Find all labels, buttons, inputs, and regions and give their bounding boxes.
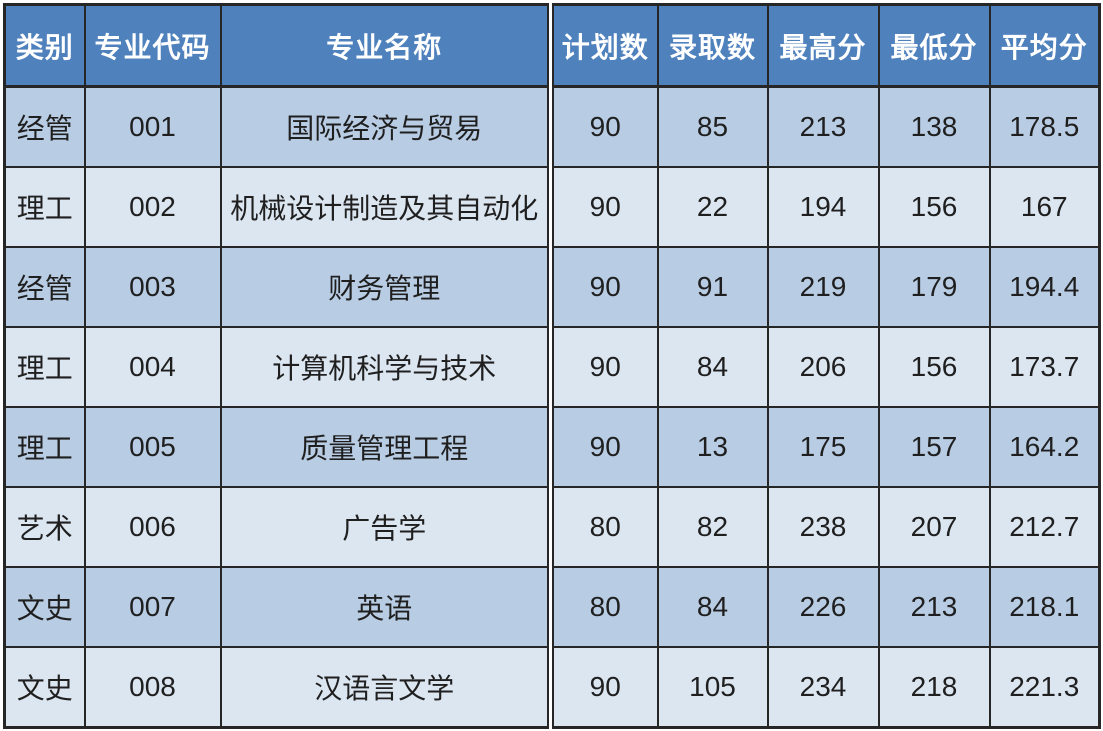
admission-score-table: 类别 专业代码 专业名称 计划数 录取数 最高分 最低分 平均分 经管 001 国际经济与贸易 90… — [3, 3, 1101, 729]
cell-major-code: 004 — [83, 326, 222, 408]
column-header-admitted-count: 录取数 — [656, 3, 769, 88]
cell-category: 理工 — [3, 326, 86, 408]
cell-admitted-count: 22 — [656, 166, 769, 248]
cell-planned-count: 90 — [549, 166, 659, 248]
cell-category: 文史 — [3, 566, 86, 648]
cell-min-score: 156 — [877, 326, 991, 408]
cell-admitted-count: 105 — [656, 646, 769, 729]
cell-max-score: 219 — [766, 246, 880, 328]
table-row-0: 经管 001 国际经济与贸易 90 85 213 138 178.5 — [3, 85, 1101, 168]
cell-planned-count: 90 — [549, 406, 659, 488]
table-row-2: 经管 003 财务管理 90 91 219 179 194.4 — [3, 246, 1101, 328]
cell-avg-score: 212.7 — [988, 486, 1101, 568]
table-row-4: 理工 005 质量管理工程 90 13 175 157 164.2 — [3, 406, 1101, 488]
table-row-1: 理工 002 机械设计制造及其自动化 90 22 194 156 167 — [3, 166, 1101, 248]
cell-max-score: 213 — [766, 85, 880, 168]
cell-max-score: 175 — [766, 406, 880, 488]
column-header-planned-count: 计划数 — [549, 3, 659, 88]
column-header-major-code: 专业代码 — [83, 3, 222, 88]
cell-min-score: 207 — [877, 486, 991, 568]
cell-category: 理工 — [3, 406, 86, 488]
cell-avg-score: 173.7 — [988, 326, 1101, 408]
column-header-category: 类别 — [3, 3, 86, 88]
cell-planned-count: 80 — [549, 566, 659, 648]
cell-avg-score: 194.4 — [988, 246, 1101, 328]
cell-max-score: 194 — [766, 166, 880, 248]
cell-avg-score: 167 — [988, 166, 1101, 248]
cell-admitted-count: 82 — [656, 486, 769, 568]
cell-min-score: 156 — [877, 166, 991, 248]
table-header-row: 类别 专业代码 专业名称 计划数 录取数 最高分 最低分 平均分 — [3, 3, 1101, 88]
cell-major-code: 008 — [83, 646, 222, 729]
cell-category: 文史 — [3, 646, 86, 729]
table-row-6: 文史 007 英语 80 84 226 213 218.1 — [3, 566, 1101, 648]
cell-min-score: 179 — [877, 246, 991, 328]
cell-major-code: 007 — [83, 566, 222, 648]
cell-category: 理工 — [3, 166, 86, 248]
cell-major-code: 002 — [83, 166, 222, 248]
cell-avg-score: 221.3 — [988, 646, 1101, 729]
cell-major-name: 质量管理工程 — [219, 406, 554, 488]
cell-planned-count: 90 — [549, 85, 659, 168]
cell-max-score: 238 — [766, 486, 880, 568]
cell-max-score: 226 — [766, 566, 880, 648]
column-header-max-score: 最高分 — [766, 3, 880, 88]
cell-major-code: 006 — [83, 486, 222, 568]
cell-major-name: 计算机科学与技术 — [219, 326, 554, 408]
cell-major-code: 001 — [83, 85, 222, 168]
table-row-5: 艺术 006 广告学 80 82 238 207 212.7 — [3, 486, 1101, 568]
cell-admitted-count: 84 — [656, 566, 769, 648]
table-row-7: 文史 008 汉语言文学 90 105 234 218 221.3 — [3, 646, 1101, 729]
cell-category: 经管 — [3, 85, 86, 168]
cell-major-code: 005 — [83, 406, 222, 488]
cell-planned-count: 90 — [549, 646, 659, 729]
cell-major-name: 广告学 — [219, 486, 554, 568]
cell-max-score: 234 — [766, 646, 880, 729]
cell-min-score: 138 — [877, 85, 991, 168]
cell-planned-count: 80 — [549, 486, 659, 568]
cell-major-name: 国际经济与贸易 — [219, 85, 554, 168]
cell-major-name: 英语 — [219, 566, 554, 648]
cell-major-code: 003 — [83, 246, 222, 328]
cell-admitted-count: 91 — [656, 246, 769, 328]
column-header-min-score: 最低分 — [877, 3, 991, 88]
table-row-3: 理工 004 计算机科学与技术 90 84 206 156 173.7 — [3, 326, 1101, 408]
cell-admitted-count: 85 — [656, 85, 769, 168]
cell-admitted-count: 84 — [656, 326, 769, 408]
cell-planned-count: 90 — [549, 246, 659, 328]
cell-major-name: 财务管理 — [219, 246, 554, 328]
cell-min-score: 218 — [877, 646, 991, 729]
cell-avg-score: 178.5 — [988, 85, 1101, 168]
cell-min-score: 157 — [877, 406, 991, 488]
column-header-major-name: 专业名称 — [219, 3, 554, 88]
table-body: 经管 001 国际经济与贸易 90 85 213 138 178.5 理工 002 机械设计制造及其… — [3, 85, 1101, 729]
cell-planned-count: 90 — [549, 326, 659, 408]
cell-major-name: 汉语言文学 — [219, 646, 554, 729]
column-header-avg-score: 平均分 — [988, 3, 1101, 88]
cell-category: 艺术 — [3, 486, 86, 568]
cell-category: 经管 — [3, 246, 86, 328]
cell-avg-score: 164.2 — [988, 406, 1101, 488]
cell-admitted-count: 13 — [656, 406, 769, 488]
cell-avg-score: 218.1 — [988, 566, 1101, 648]
cell-max-score: 206 — [766, 326, 880, 408]
cell-major-name: 机械设计制造及其自动化 — [219, 166, 554, 248]
cell-min-score: 213 — [877, 566, 991, 648]
